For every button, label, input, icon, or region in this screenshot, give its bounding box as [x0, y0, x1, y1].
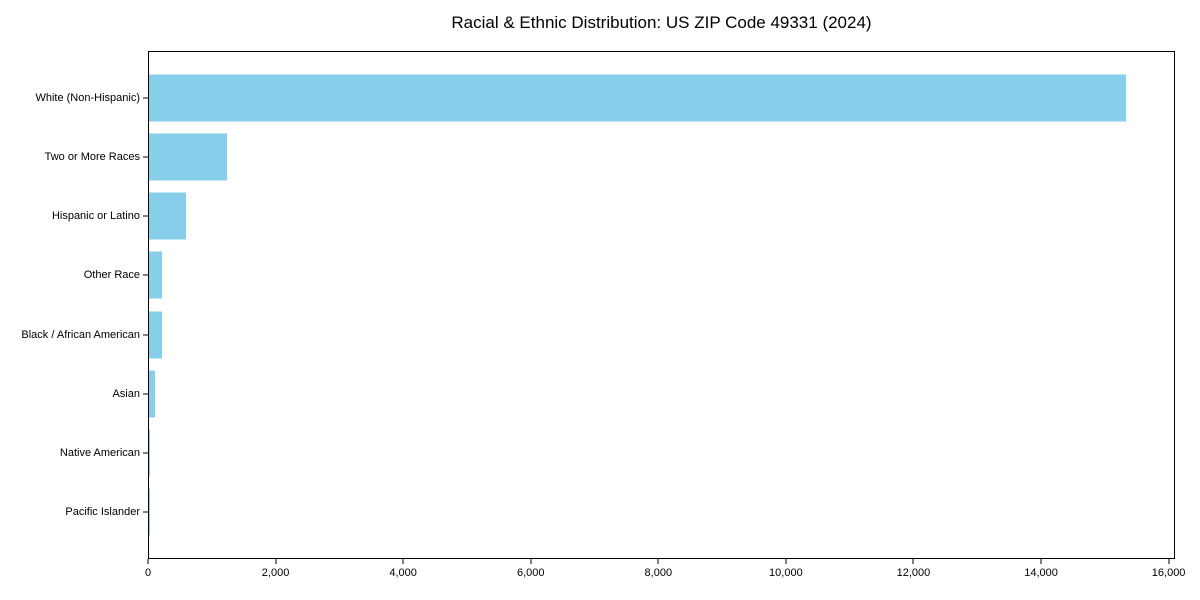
bar-row: Asian [112, 364, 1174, 423]
x-axis-tick-label: 10,000 [769, 567, 803, 579]
bar [149, 74, 1126, 122]
x-axis: 0 2,000 4,000 6,000 8,000 10,000 12,000 14,000 1… [144, 559, 1185, 595]
x-axis-tick [1040, 559, 1042, 564]
y-axis-label: Asian [112, 387, 140, 400]
bar-row: Native American [60, 423, 1174, 482]
x-axis-tick-label: 8,000 [644, 567, 673, 579]
x-axis-tick [1168, 559, 1170, 564]
x-axis-tick-label: 12,000 [896, 567, 931, 579]
bar [149, 251, 163, 299]
y-axis-label: Other Race [83, 269, 140, 282]
bar [149, 311, 163, 359]
x-axis-tick-label: 0 [144, 567, 152, 579]
x-axis-tick [275, 559, 277, 564]
plot-area: White (Non-Hispanic) Two or More Races His… [21, 51, 1175, 559]
x-axis-tick-label: 4,000 [389, 567, 417, 579]
bar-row: Hispanic or Latino [52, 187, 1174, 246]
x-axis-tick [530, 559, 532, 564]
y-axis-tick [143, 334, 148, 336]
x-axis-tick-label: 16,000 [1151, 567, 1186, 579]
x-axis-tick-label: 14,000 [1024, 567, 1058, 579]
y-axis-tick [143, 452, 148, 454]
bar-row: Two or More Races [45, 127, 1174, 186]
y-axis-label: White (Non-Hispanic) [35, 91, 140, 104]
x-axis-tick [785, 559, 787, 564]
y-axis-label: Hispanic or Latino [51, 210, 140, 223]
bar [149, 192, 186, 240]
y-axis-tick [143, 156, 148, 158]
y-axis-label: Pacific Islander [65, 506, 140, 519]
bar-row: White (Non-Hispanic) [35, 68, 1174, 127]
bar-row: Other Race [84, 246, 1174, 305]
bar-row: Black / African American [21, 305, 1174, 364]
x-axis-tick-label: 2,000 [261, 567, 290, 579]
y-axis-label: Native American [59, 446, 140, 459]
bar [149, 370, 156, 418]
bar [149, 429, 151, 477]
bar-row: Pacific Islander [65, 483, 1174, 542]
y-axis-tick [143, 97, 148, 99]
x-axis-tick [912, 559, 914, 564]
y-axis-label: Two or More Races [44, 151, 140, 164]
x-axis-tick [657, 559, 659, 564]
x-axis-tick [147, 559, 149, 564]
x-axis-tick-label: 6,000 [516, 567, 545, 579]
y-axis-tick [143, 274, 148, 276]
chart-title: Racial & Ethnic Distribution: US ZIP Cod… [451, 13, 872, 32]
y-axis-label: Black / African American [21, 328, 140, 341]
x-axis-tick [402, 559, 404, 564]
y-axis-tick [143, 511, 148, 513]
y-axis-tick [143, 215, 148, 217]
bar-rows-container: White (Non-Hispanic) Two or More Races His… [21, 52, 1174, 558]
bar [149, 133, 227, 181]
y-axis-tick [143, 393, 148, 395]
